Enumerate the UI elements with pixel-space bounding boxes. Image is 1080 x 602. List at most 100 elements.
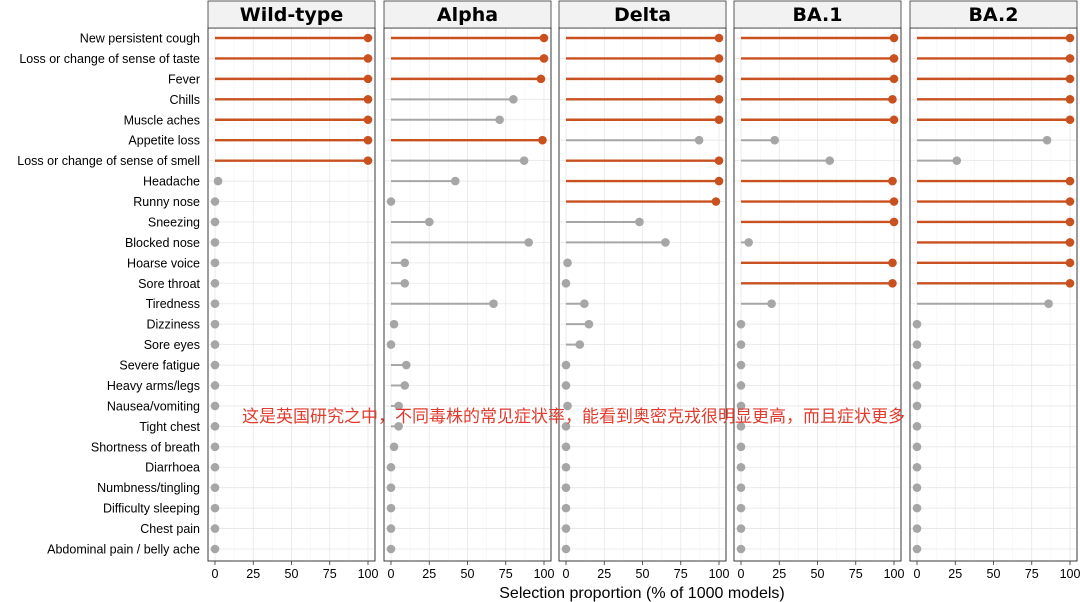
x-tick-label: 50 (285, 567, 299, 581)
lollipop-point (386, 340, 396, 349)
lollipop-point (912, 544, 922, 554)
lollipop-point (736, 462, 746, 472)
facet-panel: 0 25 50 75 100 Alpha (383, 0, 554, 581)
lollipop-point (519, 156, 529, 165)
symptom-label: Sore eyes (144, 338, 200, 352)
lollipop-point (736, 544, 746, 554)
lollipop-point (736, 503, 746, 513)
lollipop-point (889, 197, 899, 206)
lollipop-point (912, 442, 922, 452)
lollipop-point (714, 156, 724, 165)
lollipop-point (888, 258, 897, 268)
symptom-label: Chest pain (140, 522, 200, 536)
lollipop-point (1042, 135, 1052, 145)
x-tick-label: 0 (738, 567, 745, 581)
x-tick-label: 25 (246, 567, 260, 581)
symptom-label: Heavy arms/legs (107, 379, 200, 393)
lollipop-point (561, 422, 571, 431)
lollipop-point (736, 401, 746, 411)
symptom-label: Runny nose (133, 195, 200, 209)
lollipop-point (495, 115, 504, 125)
x-tick-label: 25 (597, 567, 611, 581)
lollipop-point (561, 381, 571, 390)
lollipop-point (539, 33, 549, 43)
lollipop-point (736, 360, 746, 370)
lollipop-point (1065, 238, 1075, 247)
lollipop-point (210, 422, 220, 431)
lollipop-point (912, 483, 922, 492)
x-tick-label: 75 (849, 567, 863, 581)
lollipop-point (563, 258, 572, 268)
lollipop-point (912, 340, 922, 349)
lollipop-point (912, 381, 922, 390)
lollipop-point (714, 74, 724, 84)
lollipop-point (952, 156, 962, 165)
symptom-label: Chills (169, 93, 200, 107)
lollipop-point (363, 54, 373, 63)
lollipop-point (389, 319, 399, 329)
lollipop-point (210, 238, 220, 247)
lollipop-point (714, 54, 724, 63)
lollipop-point (424, 217, 434, 227)
lollipop-point (210, 340, 220, 349)
facet-strip (909, 0, 1078, 29)
lollipop-point (736, 483, 746, 492)
lollipop-point (889, 74, 899, 84)
lollipop-point (889, 33, 899, 43)
lollipop-point (889, 217, 899, 227)
lollipop-point (888, 176, 897, 186)
lollipop-point (386, 483, 396, 492)
symptom-labels: New persistent cough Loss or change of se… (17, 32, 200, 557)
lollipop-point (736, 340, 746, 349)
x-tick-label: 50 (811, 567, 825, 581)
lollipop-point (1065, 33, 1075, 43)
symptom-label: Fever (168, 72, 200, 86)
facet-panel: 0 25 50 75 100 BA.2 (909, 0, 1080, 581)
x-tick-label: 100 (884, 567, 905, 581)
symptom-label: Sore throat (138, 277, 200, 291)
lollipop-point (825, 156, 835, 165)
symptom-label: Severe fatigue (119, 359, 200, 373)
lollipop-point (1065, 74, 1075, 84)
symptom-label: Sneezing (148, 215, 200, 229)
lollipop-point (210, 197, 220, 206)
facet-strip (558, 0, 727, 29)
lollipop-point (912, 360, 922, 370)
lollipop-point (524, 238, 533, 247)
lollipop-point (912, 422, 922, 431)
lollipop-point (888, 95, 897, 104)
lollipop-point (714, 176, 724, 186)
lollipop-point (213, 176, 223, 186)
facet-panels: 0 25 50 75 100 Wild-type 0 25 50 75 100 Alpha 0 25 50 7… (207, 0, 1080, 581)
lollipop-point (714, 95, 724, 104)
lollipop-point (210, 360, 220, 370)
lollipop-point (363, 95, 373, 104)
lollipop-point (767, 299, 776, 309)
x-tick-label: 75 (323, 567, 337, 581)
lollipop-point (210, 503, 220, 513)
lollipop-point (1065, 197, 1075, 206)
lollipop-point (661, 238, 670, 247)
lollipop-point (580, 299, 589, 309)
lollipop-point (536, 74, 546, 84)
lollipop-point (744, 238, 753, 247)
symptom-label: Nausea/vomiting (107, 399, 200, 413)
lollipop-point (1065, 258, 1075, 268)
facet-panel: 0 25 50 75 100 BA.1 (733, 0, 905, 581)
facet-title: Wild-type (240, 4, 343, 26)
lollipop-point (386, 197, 396, 206)
x-tick-label: 100 (358, 567, 379, 581)
lollipop-point (509, 95, 518, 104)
facet-title: Alpha (437, 4, 498, 26)
facet-title: BA.1 (793, 4, 843, 26)
x-tick-label: 0 (212, 567, 219, 581)
x-tick-label: 50 (987, 567, 1001, 581)
symptom-label: New persistent cough (80, 32, 200, 46)
lollipop-point (210, 258, 220, 268)
lollipop-point (1065, 278, 1075, 288)
facet-strip (733, 0, 902, 29)
lollipop-point (561, 483, 571, 492)
facet-panel: 0 25 50 75 100 Delta (558, 0, 729, 581)
symptom-label: Loss or change of sense of smell (17, 154, 200, 168)
lollipop-point (561, 462, 571, 472)
